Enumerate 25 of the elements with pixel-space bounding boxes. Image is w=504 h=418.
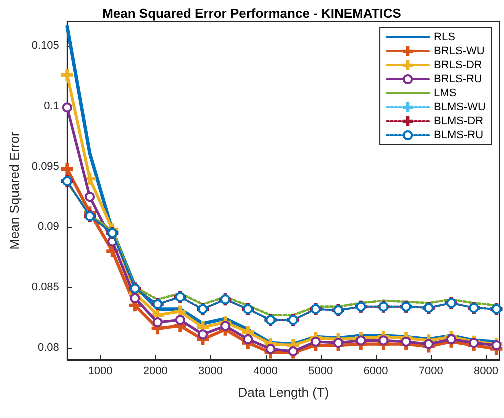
legend-label: RLS [434, 32, 456, 44]
y-tick-label: 0.1 [44, 100, 60, 112]
chart-title: Mean Squared Error Performance - KINEMATICS [102, 6, 402, 21]
legend-label: BLMS-RU [434, 130, 484, 142]
y-tick-label: 0.105 [32, 40, 60, 52]
x-tick-label: 7000 [418, 366, 444, 378]
x-tick-label: 1000 [88, 366, 113, 378]
legend-label: BRLS-RU [434, 74, 482, 86]
x-tick-label: 3000 [198, 366, 223, 378]
legend-label: BRLS-WU [434, 46, 485, 58]
legend-label: LMS [434, 88, 457, 100]
y-tick-label: 0.09 [38, 221, 60, 234]
x-tick-label: 8000 [474, 366, 498, 378]
x-axis-title: Data Length (T) [238, 385, 330, 400]
x-tick-label: 5000 [308, 366, 334, 378]
y-tick-label: 0.085 [32, 282, 60, 294]
y-tick-label: 0.08 [38, 342, 60, 354]
legend-label: BLMS-DR [434, 116, 484, 128]
legend-label: BRLS-DR [434, 60, 482, 72]
y-tick-label: 0.095 [32, 160, 60, 173]
legend-label: BLMS-WU [434, 102, 486, 114]
y-axis-title: Mean Squared Error [7, 131, 22, 250]
x-tick-label: 4000 [254, 366, 278, 378]
x-tick-label: 2000 [143, 366, 168, 378]
x-tick-label: 6000 [364, 366, 388, 378]
